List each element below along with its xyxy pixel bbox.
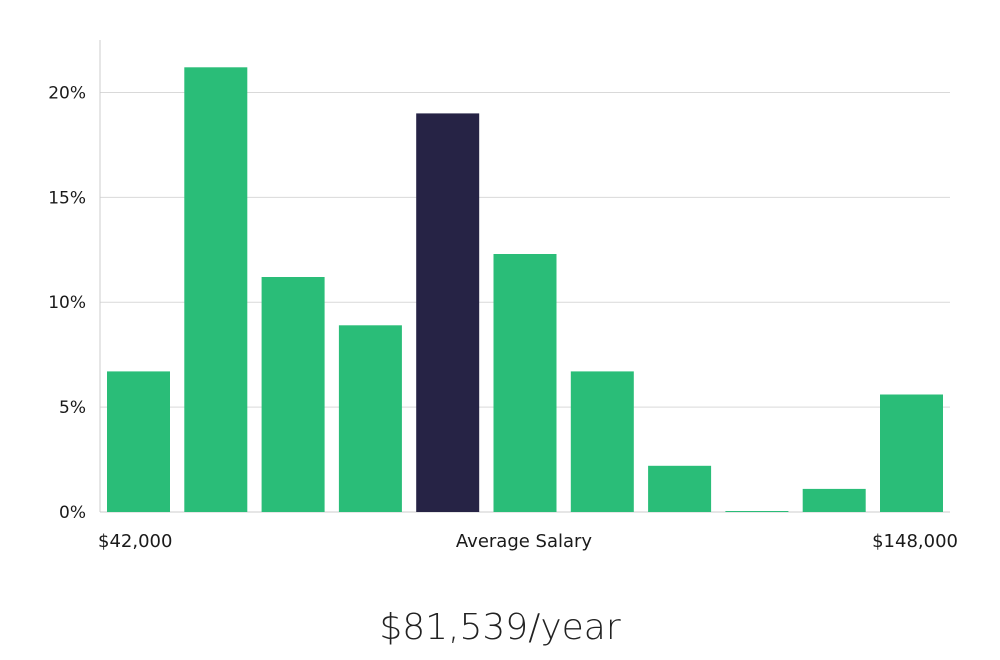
y-tick-label: 5% [59,398,86,418]
y-tick-label: 20% [48,83,86,103]
bar [261,277,325,512]
y-tick-label: 0% [59,503,86,523]
bar [493,254,557,512]
y-tick-label: 10% [48,293,86,313]
average-salary-value: $81,539/year [379,607,621,648]
bar [570,371,634,512]
bar-average-salary [416,113,480,513]
bar [648,465,712,512]
salary-histogram: 0% 5% 10% 15% 20% $42,000 Average Salary $14… [48,40,958,552]
bar [184,67,248,513]
x-label-min: $42,000 [98,531,172,552]
bars [107,67,943,513]
bar [107,371,170,512]
bar [725,511,789,512]
y-tick-label: 15% [48,188,86,208]
bar [338,325,402,512]
bar [802,488,866,512]
bar [880,394,943,512]
x-label-max: $148,000 [872,531,958,552]
x-label-center: Average Salary [456,531,593,552]
y-tick-labels: 0% 5% 10% 15% 20% [48,83,86,523]
